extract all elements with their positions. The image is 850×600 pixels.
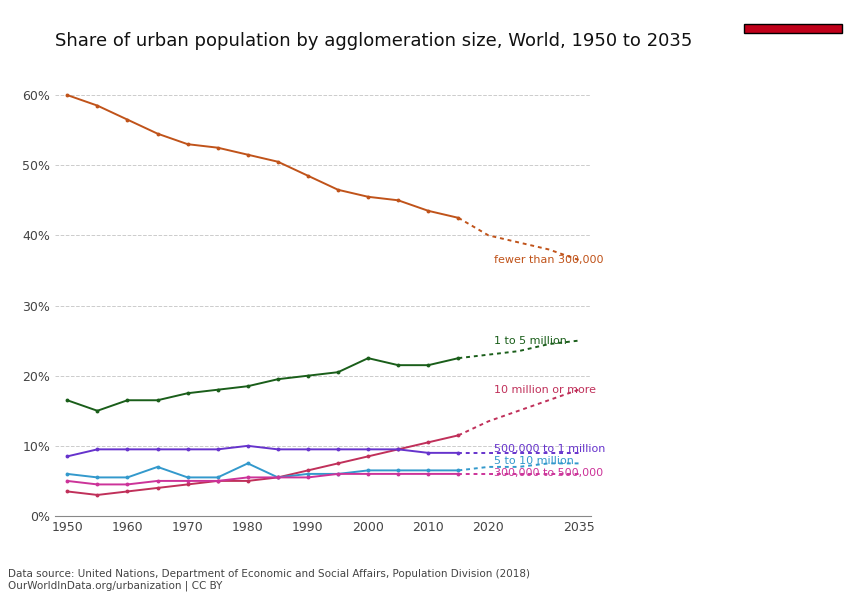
Text: 1 to 5 million: 1 to 5 million [495, 335, 567, 346]
Text: Our World: Our World [767, 41, 819, 50]
Text: 5 to 10 million: 5 to 10 million [495, 456, 575, 466]
FancyBboxPatch shape [744, 24, 842, 33]
Text: 500,000 to 1 million: 500,000 to 1 million [495, 445, 606, 454]
Text: 300,000 to 500,000: 300,000 to 500,000 [495, 467, 604, 478]
Text: Share of urban population by agglomeration size, World, 1950 to 2035: Share of urban population by agglomerati… [55, 32, 693, 50]
Text: fewer than 300,000: fewer than 300,000 [495, 255, 604, 265]
Text: Data source: United Nations, Department of Economic and Social Affairs, Populati: Data source: United Nations, Department … [8, 569, 530, 591]
Text: in Data: in Data [774, 56, 811, 65]
Text: 10 million or more: 10 million or more [495, 385, 597, 395]
